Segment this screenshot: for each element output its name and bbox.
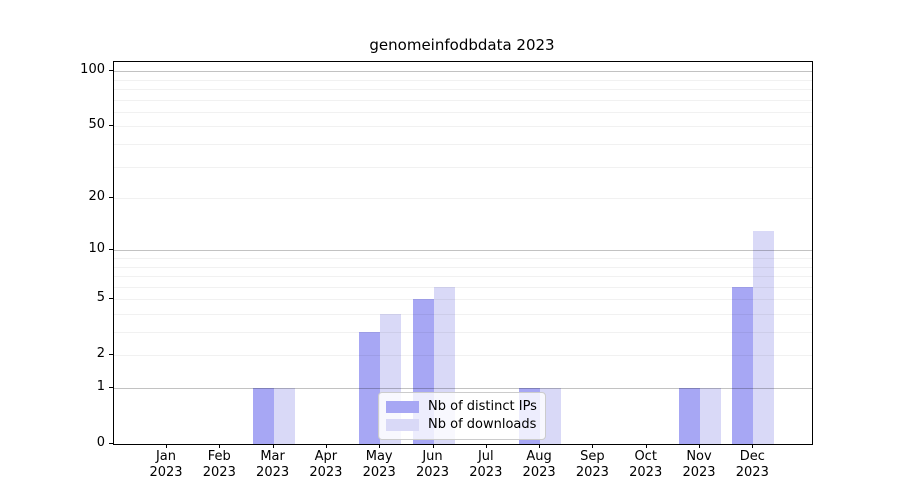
y-tick-50 xyxy=(109,125,113,127)
gridline-major-10 xyxy=(114,250,812,252)
x-tick-dec-2023 xyxy=(752,444,754,448)
x-tick-sep-2023 xyxy=(592,444,594,448)
gridline-major-100 xyxy=(114,71,812,73)
bar-nb-of-distinct-ips-nov-2023 xyxy=(679,388,700,444)
x-tick-label-dec-2023: Dec 2023 xyxy=(735,449,769,480)
x-tick-mar-2023 xyxy=(272,444,274,448)
gridline-minor-4 xyxy=(114,313,812,315)
y-tick-label-100: 100 xyxy=(80,62,105,78)
bar-nb-of-downloads-mar-2023 xyxy=(273,388,295,444)
legend-label-downloads: Nb of downloads xyxy=(428,417,537,432)
gridline-major-1 xyxy=(114,388,812,389)
x-tick-label-apr-2023: Apr 2023 xyxy=(309,449,343,480)
plot-area xyxy=(113,61,813,445)
bar-nb-of-distinct-ips-dec-2023 xyxy=(732,286,754,444)
bar-nb-of-downloads-nov-2023 xyxy=(700,388,721,444)
gridline-minor-70 xyxy=(114,99,812,101)
legend-item-downloads: Nb of downloads xyxy=(386,416,537,434)
gridline-minor-90 xyxy=(114,79,812,81)
gridline-minor-8 xyxy=(114,266,812,268)
y-tick-1 xyxy=(109,387,113,388)
y-tick-2 xyxy=(109,354,113,356)
x-tick-label-jan-2023: Jan 2023 xyxy=(149,449,183,480)
x-tick-label-aug-2023: Aug 2023 xyxy=(522,449,556,480)
x-tick-jan-2023 xyxy=(166,444,167,448)
x-tick-oct-2023 xyxy=(645,444,647,448)
x-tick-nov-2023 xyxy=(699,444,700,448)
y-tick-label-50: 50 xyxy=(88,117,105,133)
legend-swatch-downloads xyxy=(386,419,419,431)
y-tick-label-20: 20 xyxy=(88,189,105,205)
bar-nb-of-downloads-dec-2023 xyxy=(753,230,775,444)
legend: Nb of distinct IPs Nb of downloads xyxy=(378,392,546,440)
gridline-minor-5 xyxy=(114,299,812,301)
y-tick-100 xyxy=(109,70,113,72)
x-tick-feb-2023 xyxy=(219,444,221,448)
gridline-minor-50 xyxy=(114,126,812,128)
x-tick-label-nov-2023: Nov 2023 xyxy=(682,449,716,480)
x-tick-label-mar-2023: Mar 2023 xyxy=(256,449,290,480)
y-tick-label-1: 1 xyxy=(96,379,105,394)
gridline-minor-80 xyxy=(114,89,812,91)
x-tick-jul-2023 xyxy=(485,444,487,448)
bar-nb-of-distinct-ips-mar-2023 xyxy=(252,388,274,444)
x-tick-apr-2023 xyxy=(325,444,327,448)
y-tick-label-10: 10 xyxy=(88,241,105,257)
legend-swatch-distinct-ips xyxy=(386,401,419,413)
x-tick-jun-2023 xyxy=(432,444,434,448)
gridline-minor-30 xyxy=(114,166,812,168)
gridline-minor-60 xyxy=(114,111,812,113)
y-tick-0 xyxy=(109,443,113,444)
x-tick-label-jul-2023: Jul 2023 xyxy=(469,449,503,480)
y-tick-20 xyxy=(109,197,113,199)
x-tick-label-jun-2023: Jun 2023 xyxy=(415,449,450,480)
legend-label-distinct-ips: Nb of distinct IPs xyxy=(428,399,537,414)
gridline-minor-2 xyxy=(114,355,812,357)
x-tick-label-feb-2023: Feb 2023 xyxy=(202,449,236,480)
bar-nb-of-distinct-ips-may-2023 xyxy=(359,332,381,444)
x-tick-may-2023 xyxy=(379,444,381,448)
x-tick-aug-2023 xyxy=(539,444,541,448)
gridline-minor-7 xyxy=(114,276,812,278)
legend-item-distinct-ips: Nb of distinct IPs xyxy=(386,398,537,416)
gridline-minor-40 xyxy=(114,144,812,146)
y-tick-label-5: 5 xyxy=(96,290,105,306)
y-tick-10 xyxy=(109,249,113,251)
gridline-minor-20 xyxy=(114,198,812,200)
x-tick-label-oct-2023: Oct 2023 xyxy=(629,449,663,480)
y-tick-label-0: 0 xyxy=(96,435,105,450)
chart-title: genomeinfodbdata 2023 xyxy=(369,36,555,54)
gridline-minor-3 xyxy=(114,332,812,334)
gridline-minor-6 xyxy=(114,286,812,288)
y-tick-label-2: 2 xyxy=(96,346,105,362)
x-tick-label-may-2023: May 2023 xyxy=(362,449,396,480)
y-tick-5 xyxy=(109,298,113,300)
x-tick-label-sep-2023: Sep 2023 xyxy=(575,449,609,480)
gridline-minor-9 xyxy=(114,258,812,259)
